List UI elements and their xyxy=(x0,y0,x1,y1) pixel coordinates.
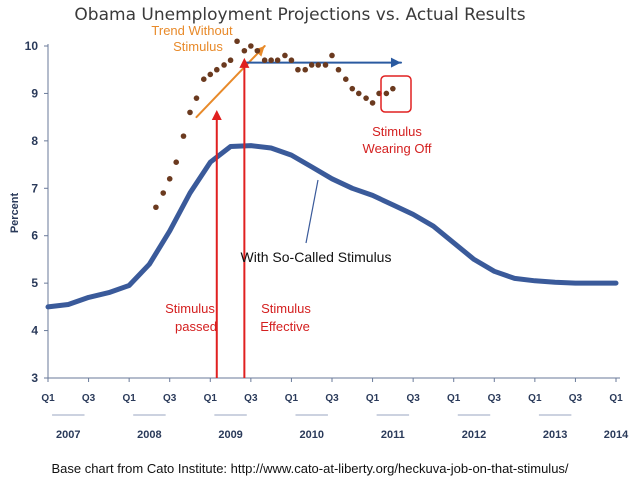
actual-data-point xyxy=(355,90,362,97)
actual-data-point xyxy=(213,66,220,73)
actual-data-point xyxy=(383,90,390,97)
year-label: 2010 xyxy=(299,429,323,441)
year-label: 2011 xyxy=(381,429,405,441)
annotation-stimulus-passed: Stimulus passed xyxy=(165,301,217,334)
with-stimulus-line xyxy=(45,143,619,310)
stimulus-effective-arrowhead xyxy=(239,57,250,68)
actual-data-point xyxy=(248,43,254,49)
y-tick-label: 9 xyxy=(31,86,38,100)
actual-data-point xyxy=(173,159,180,165)
x-tick-label: Q1 xyxy=(122,393,136,404)
year-brackets: 2007 2008 2009 2010 2011 2012 2013 2014 xyxy=(52,414,629,441)
annotation-stimulus-effective: Stimulus Effective xyxy=(260,301,311,334)
annotation-line: Stimulus xyxy=(261,301,311,316)
x-tick-label: Q3 xyxy=(488,393,502,404)
x-tick-label: Q1 xyxy=(366,393,380,404)
x-tick-label: Q1 xyxy=(447,393,461,404)
annotation-line: Effective xyxy=(260,319,310,334)
actual-data-point xyxy=(308,62,315,68)
actual-data-point xyxy=(241,47,248,54)
y-tick-label: 4 xyxy=(31,324,38,338)
annotation-line: Stimulus xyxy=(173,39,223,54)
actual-data-point xyxy=(295,66,301,73)
axes xyxy=(47,44,620,379)
y-tick-label: 7 xyxy=(31,181,38,195)
y-axis-label: Percent xyxy=(9,192,21,233)
actual-data-point xyxy=(193,95,200,101)
annotation-trend-without-stimulus: Trend Without Stimulus xyxy=(151,23,233,54)
annotation-with-stimulus: With So-Called Stimulus xyxy=(241,249,392,265)
actual-data-point xyxy=(335,66,342,73)
y-tick-label: 6 xyxy=(31,229,38,243)
x-tick-label: Q1 xyxy=(609,393,623,404)
actual-data-point xyxy=(254,47,261,54)
actual-data-point xyxy=(342,76,349,82)
actual-data-point xyxy=(302,66,309,73)
annotation-line: Wearing Off xyxy=(363,141,432,156)
actual-data-point xyxy=(349,85,356,92)
x-tick-label: Q1 xyxy=(285,393,299,404)
actual-data-point xyxy=(315,62,322,68)
actual-data-point xyxy=(390,85,396,92)
actual-data-point xyxy=(282,52,288,59)
year-label: 2012 xyxy=(462,429,486,441)
actual-data-point xyxy=(227,57,234,64)
x-tick-label: Q1 xyxy=(41,393,55,404)
y-tick-label: 5 xyxy=(31,276,38,290)
y-tick-label: 8 xyxy=(31,134,38,148)
actual-data-point xyxy=(207,71,214,78)
x-tick-label: Q3 xyxy=(406,393,420,404)
year-label: 2013 xyxy=(543,429,567,441)
actual-data-point xyxy=(329,52,335,59)
actual-data-point xyxy=(160,190,167,196)
x-tick-label: Q1 xyxy=(204,393,218,404)
actual-data-point xyxy=(274,57,281,64)
actual-data-point xyxy=(363,95,369,101)
x-tick-label: Q3 xyxy=(163,393,177,404)
vline-layer xyxy=(211,57,250,378)
actual-data-point xyxy=(261,57,268,64)
year-label: 2014 xyxy=(604,429,629,441)
actual-data-point xyxy=(180,133,187,139)
actual-data-point xyxy=(221,62,227,68)
x-tick-label: Q3 xyxy=(244,393,258,404)
actual-data-point xyxy=(187,109,193,116)
wearing-off-highlight-box xyxy=(380,75,412,113)
scatter-layer xyxy=(153,38,396,211)
actual-data-point xyxy=(200,76,207,82)
with-stimulus-pointer xyxy=(305,179,319,244)
actual-data-point xyxy=(153,204,159,211)
x-tick-label: Q3 xyxy=(325,393,339,404)
actual-data-point xyxy=(322,62,329,68)
year-label: 2009 xyxy=(218,429,242,441)
actual-data-point xyxy=(288,57,295,64)
actual-data-point xyxy=(234,38,240,45)
actual-data-point xyxy=(268,57,274,64)
actual-data-point xyxy=(166,176,173,182)
chart-title: Obama Unemployment Projections vs. Actua… xyxy=(74,5,525,25)
x-tick-label: Q1 xyxy=(528,393,542,404)
x-tick-label: Q3 xyxy=(569,393,583,404)
annotation-line: Stimulus xyxy=(372,124,422,139)
annotation-line: Stimulus xyxy=(165,301,215,316)
year-label: 2008 xyxy=(137,429,161,441)
trend-without-stimulus-line xyxy=(195,45,266,119)
annotation-line: With So-Called Stimulus xyxy=(241,249,392,265)
source-caption: Base chart from Cato Institute: http://w… xyxy=(51,461,568,476)
year-label: 2007 xyxy=(56,429,80,441)
annotation-line: Trend Without xyxy=(151,23,233,38)
annotation-stimulus-wearing-off: Stimulus Wearing Off xyxy=(363,124,432,156)
y-ticks: 3 4 5 6 7 8 9 10 xyxy=(25,39,48,385)
y-tick-label: 10 xyxy=(25,39,39,53)
actual-data-point xyxy=(369,100,376,106)
stimulus-passed-arrowhead xyxy=(211,110,222,121)
x-tick-label: Q3 xyxy=(82,393,96,404)
x-ticks: Q1 Q3 Q1 Q3 Q1 Q3 Q1 Q3 Q1 Q3 Q1 Q3 Q1 Q3 Q1 xyxy=(41,378,623,404)
annotation-line: passed xyxy=(175,319,217,334)
y-tick-label: 3 xyxy=(31,371,38,385)
plateau-arrowhead xyxy=(390,57,401,68)
